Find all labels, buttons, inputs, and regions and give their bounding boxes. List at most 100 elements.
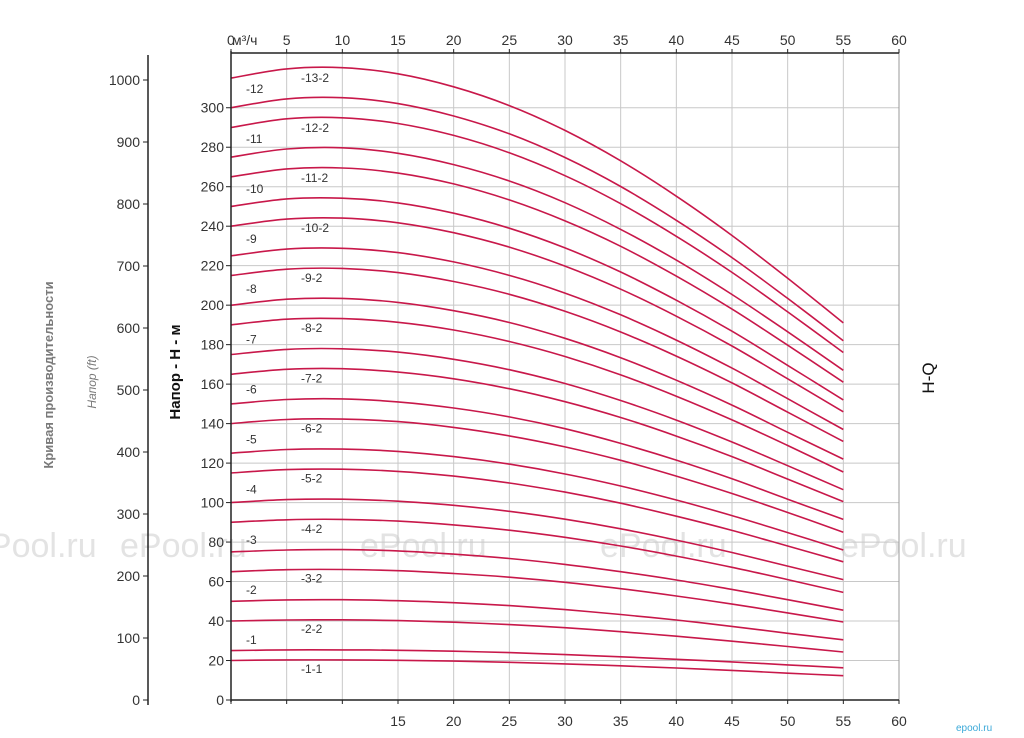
curve-label: -6 (246, 383, 257, 397)
y-tick-label: 200 (201, 297, 225, 313)
y-ft-tick-label: 100 (117, 630, 141, 646)
y-tick-label: 260 (201, 179, 225, 195)
x-bottom-tick-label: 40 (669, 713, 685, 729)
x-bottom-tick-label: 50 (780, 713, 796, 729)
x-top-tick-label: 45 (724, 32, 740, 48)
x-top-tick-label: 15 (390, 32, 406, 48)
curve-4-2 (230, 518, 844, 594)
y-ft-tick-label: 500 (117, 382, 141, 398)
y-tick-label: 240 (201, 218, 225, 234)
curve-9-2 (230, 267, 844, 443)
curve-label: -8-2 (301, 321, 323, 335)
x-top-tick-label: 55 (836, 32, 852, 48)
curve-7-2 (230, 367, 844, 503)
x-top-tick-label: 25 (502, 32, 518, 48)
curve-11 (230, 146, 844, 371)
curve-5-2 (230, 468, 844, 563)
curve-8 (230, 297, 844, 460)
y-tick-label: 100 (201, 495, 225, 511)
y-tick-label: 60 (208, 574, 224, 590)
curve-label: -5 (246, 432, 257, 446)
x-bottom-tick-label: 55 (836, 713, 852, 729)
x-top-tick-label: 10 (335, 32, 351, 48)
x-top-tick-label: 60 (891, 32, 907, 48)
curve-label: -7 (246, 332, 257, 346)
curve-label: -1 (246, 633, 257, 647)
curve-label: -4-2 (301, 522, 323, 536)
curve-12 (230, 96, 844, 342)
curve-6-2 (230, 418, 844, 533)
hq-curve-label: H-Q (919, 362, 938, 393)
y-tick-label: 300 (201, 100, 225, 116)
curve-5 (230, 448, 844, 551)
x-top-tick-label: 30 (557, 32, 573, 48)
y-tick-label: 120 (201, 455, 225, 471)
y-tick-label: 280 (201, 139, 225, 155)
axes: 0204060801001201401601802002202402602803… (109, 32, 907, 729)
curve-10 (230, 196, 844, 401)
x-top-tick-label: 20 (446, 32, 462, 48)
x-top-tick-label: 5 (283, 32, 291, 48)
curve-layer: -1-1-1-2-2-2-3-2-3-4-2-4-5-2-5-6-2-6-7-2… (230, 66, 844, 677)
curve-label: -10-2 (301, 221, 329, 235)
curve-label: -7-2 (301, 371, 323, 385)
curve-3-2 (230, 568, 844, 623)
x-bottom-tick-label: 20 (446, 713, 462, 729)
curve-label: -11-2 (301, 171, 328, 185)
curve-2 (230, 598, 844, 641)
curve-label: -3 (246, 533, 257, 547)
x-bottom-tick-label: 30 (557, 713, 573, 729)
watermark-text: ePool.ru (120, 527, 247, 565)
y-tick-label: 40 (208, 613, 224, 629)
y-ft-tick-label: 200 (117, 568, 141, 584)
y-axis-unit-ft: Напор (ft) (85, 355, 99, 408)
y-axis-title-secondary: Кривая производительности (41, 281, 56, 468)
y-ft-tick-label: 800 (117, 196, 141, 212)
y-ft-tick-label: 700 (117, 258, 141, 274)
curve-8-2 (230, 317, 844, 473)
x-top-tick-label: 50 (780, 32, 796, 48)
curve-7 (230, 347, 844, 491)
curve-13-2 (230, 66, 844, 324)
curve-1-1 (230, 659, 844, 677)
y-tick-label: 220 (201, 258, 225, 274)
grid-lines (230, 52, 900, 701)
y-ft-tick-label: 400 (117, 444, 141, 460)
x-bottom-tick-label: 45 (724, 713, 740, 729)
y-ft-tick-label: 1000 (109, 72, 140, 88)
y-tick-label: 140 (201, 416, 225, 432)
x-top-tick-label: 40 (669, 32, 685, 48)
curve-2-2 (230, 618, 844, 653)
curve-label: -10 (246, 182, 264, 196)
y-ft-tick-label: 600 (117, 320, 141, 336)
curve-label: -13-2 (301, 71, 329, 85)
curve-label: -11 (246, 132, 263, 146)
curve-label: -9-2 (301, 271, 323, 285)
x-bottom-tick-label: 15 (390, 713, 406, 729)
curve-label: -6-2 (301, 421, 323, 435)
x-top-tick-label: 35 (613, 32, 629, 48)
curve-1 (230, 648, 844, 669)
y-tick-label: 160 (201, 376, 225, 392)
watermark-text: ePool.ru (840, 527, 967, 565)
y-ft-tick-label: 900 (117, 134, 141, 150)
x-bottom-tick-label: 35 (613, 713, 629, 729)
curve-label: -4 (246, 483, 257, 497)
curve-12-2 (230, 116, 844, 354)
x-top-tick-label: 0 (227, 32, 235, 48)
y-tick-label: 0 (216, 692, 224, 708)
watermark-text: ePool.ru (0, 527, 97, 565)
curve-label: -12 (246, 82, 264, 96)
curve-label: -5-2 (301, 472, 323, 486)
y-ft-tick-label: 0 (132, 692, 140, 708)
curve-6 (230, 397, 844, 521)
curve-10-2 (230, 216, 844, 413)
curve-4 (230, 498, 844, 581)
curve-label: -9 (246, 232, 257, 246)
y-tick-label: 20 (208, 653, 224, 669)
y-ft-tick-label: 300 (117, 506, 141, 522)
curve-11-2 (230, 166, 844, 383)
x-bottom-tick-label: 60 (891, 713, 907, 729)
